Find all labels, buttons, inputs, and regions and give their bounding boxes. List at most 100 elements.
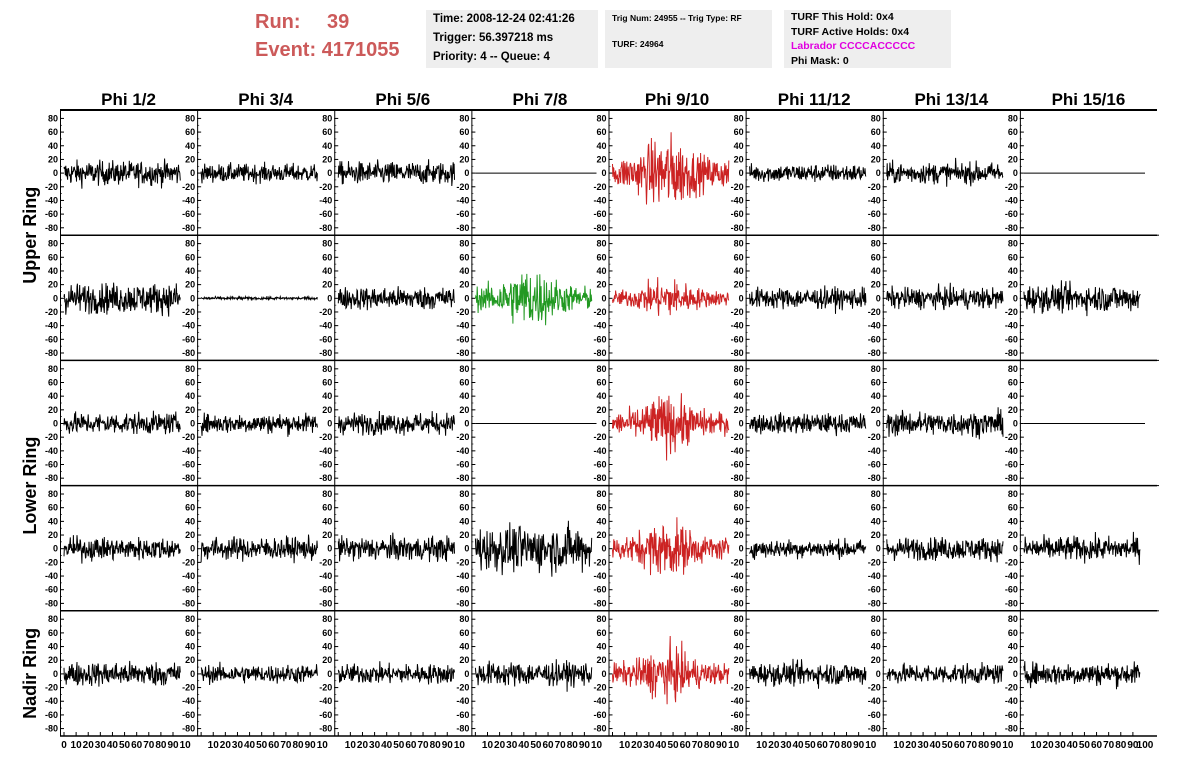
x-tick-label: 80 bbox=[1115, 740, 1127, 751]
y-tick-label: 20 bbox=[1008, 405, 1018, 415]
y-tick-label: -80 bbox=[1005, 724, 1018, 734]
y-tick-label: 20 bbox=[871, 154, 881, 164]
y-tick-label: 80 bbox=[871, 239, 881, 249]
y-tick-label: 80 bbox=[734, 489, 744, 499]
column-header-7: Phi 13/14 bbox=[914, 90, 988, 109]
x-tick-label: 60 bbox=[131, 740, 143, 751]
y-tick-label: -20 bbox=[319, 432, 332, 442]
y-tick-label: -20 bbox=[182, 182, 195, 192]
y-tick-label: -20 bbox=[1005, 683, 1018, 693]
y-tick-label: -40 bbox=[731, 571, 744, 581]
x-tick-label: 60 bbox=[680, 740, 692, 751]
waveform-4-5 bbox=[612, 517, 730, 576]
x-tick-label: 10 bbox=[345, 740, 357, 751]
y-tick-label: 20 bbox=[459, 154, 469, 164]
y-tick-label: -40 bbox=[868, 321, 881, 331]
turf-hold-line: TURF This Hold: 0x4 bbox=[791, 11, 894, 23]
y-tick-label: 60 bbox=[734, 252, 744, 262]
y-tick-label: 80 bbox=[871, 113, 881, 123]
y-tick-label: -60 bbox=[731, 209, 744, 219]
y-tick-label: -20 bbox=[182, 432, 195, 442]
y-tick-label: 80 bbox=[596, 113, 606, 123]
y-tick-label: 80 bbox=[322, 364, 332, 374]
x-tick-label: 60 bbox=[268, 740, 280, 751]
y-tick-label: -60 bbox=[182, 460, 195, 470]
y-tick-label: 40 bbox=[871, 141, 881, 151]
y-tick-label: 20 bbox=[48, 530, 58, 540]
y-tick-label: 40 bbox=[322, 642, 332, 652]
y-tick-label: 0 bbox=[190, 419, 195, 429]
waveform-4-6 bbox=[749, 537, 867, 561]
waveform-2-4 bbox=[474, 273, 593, 326]
x-tick-label: 80 bbox=[292, 740, 304, 751]
y-tick-label: 60 bbox=[596, 503, 606, 513]
y-tick-label: 20 bbox=[734, 280, 744, 290]
waveform-3-2 bbox=[200, 412, 318, 437]
waveform-5-3 bbox=[337, 661, 455, 685]
y-tick-label: 20 bbox=[322, 530, 332, 540]
x-tick-label: 60 bbox=[817, 740, 829, 751]
y-tick-label: 40 bbox=[734, 642, 744, 652]
y-tick-label: 80 bbox=[48, 614, 58, 624]
y-tick-label: -40 bbox=[731, 321, 744, 331]
x-tick-label: 10 bbox=[180, 740, 192, 751]
y-tick-label: -20 bbox=[731, 557, 744, 567]
y-tick-label: -20 bbox=[731, 683, 744, 693]
y-tick-label: -40 bbox=[182, 571, 195, 581]
y-tick-label: 20 bbox=[734, 530, 744, 540]
x-tick-label: 50 bbox=[668, 740, 680, 751]
y-tick-label: -60 bbox=[45, 585, 58, 595]
y-tick-label: 0 bbox=[190, 168, 195, 178]
y-tick-label: -40 bbox=[456, 446, 469, 456]
y-tick-label: -60 bbox=[319, 209, 332, 219]
y-tick-label: -80 bbox=[456, 223, 469, 233]
y-tick-label: 40 bbox=[185, 266, 195, 276]
x-tick-label: 30 bbox=[95, 740, 107, 751]
y-tick-label: 20 bbox=[459, 530, 469, 540]
column-header-3: Phi 5/6 bbox=[375, 90, 430, 109]
waveform-1-3 bbox=[337, 159, 455, 187]
y-tick-label: 0 bbox=[1013, 293, 1018, 303]
trig-num-line: Trig Num: 24955 -- Trig Type: RF bbox=[612, 13, 742, 23]
x-tick-label: 30 bbox=[918, 740, 930, 751]
x-tick-label: 30 bbox=[643, 740, 655, 751]
waveform-1-7 bbox=[886, 157, 1004, 187]
y-tick-label: -80 bbox=[868, 473, 881, 483]
y-tick-label: 0 bbox=[327, 293, 332, 303]
y-tick-label: -60 bbox=[593, 460, 606, 470]
y-tick-label: 20 bbox=[734, 655, 744, 665]
run-event-block: Run: 39 Event: 4171055 bbox=[255, 8, 400, 64]
y-tick-label: 80 bbox=[459, 364, 469, 374]
y-tick-label: -60 bbox=[45, 209, 58, 219]
y-tick-label: -80 bbox=[1005, 348, 1018, 358]
y-tick-label: 60 bbox=[322, 628, 332, 638]
y-tick-label: -60 bbox=[593, 334, 606, 344]
y-tick-label: -40 bbox=[45, 321, 58, 331]
y-tick-label: 20 bbox=[48, 280, 58, 290]
y-tick-label: 40 bbox=[48, 516, 58, 526]
y-tick-label: 80 bbox=[322, 489, 332, 499]
y-tick-label: 0 bbox=[876, 419, 881, 429]
x-tick-label: 50 bbox=[256, 740, 268, 751]
y-tick-label: 80 bbox=[596, 489, 606, 499]
y-tick-label: -60 bbox=[456, 585, 469, 595]
y-tick-label: -40 bbox=[731, 696, 744, 706]
y-tick-label: 60 bbox=[459, 127, 469, 137]
y-tick-label: 0 bbox=[53, 669, 58, 679]
x-tick-label: 70 bbox=[1103, 740, 1115, 751]
x-tick-label: 10 bbox=[1002, 740, 1014, 751]
y-tick-label: 0 bbox=[601, 168, 606, 178]
y-tick-label: -80 bbox=[1005, 223, 1018, 233]
y-tick-label: 80 bbox=[1008, 239, 1018, 249]
event-line: Event: 4171055 bbox=[255, 36, 400, 64]
y-tick-label: 40 bbox=[596, 642, 606, 652]
waveform-4-1 bbox=[63, 535, 181, 564]
y-tick-label: 80 bbox=[734, 364, 744, 374]
y-tick-label: 80 bbox=[185, 113, 195, 123]
y-tick-label: -40 bbox=[1005, 195, 1018, 205]
y-tick-label: 60 bbox=[1008, 628, 1018, 638]
y-tick-label: -40 bbox=[868, 571, 881, 581]
y-tick-label: 80 bbox=[596, 239, 606, 249]
x-tick-label: 20 bbox=[220, 740, 232, 751]
y-tick-label: -80 bbox=[319, 473, 332, 483]
